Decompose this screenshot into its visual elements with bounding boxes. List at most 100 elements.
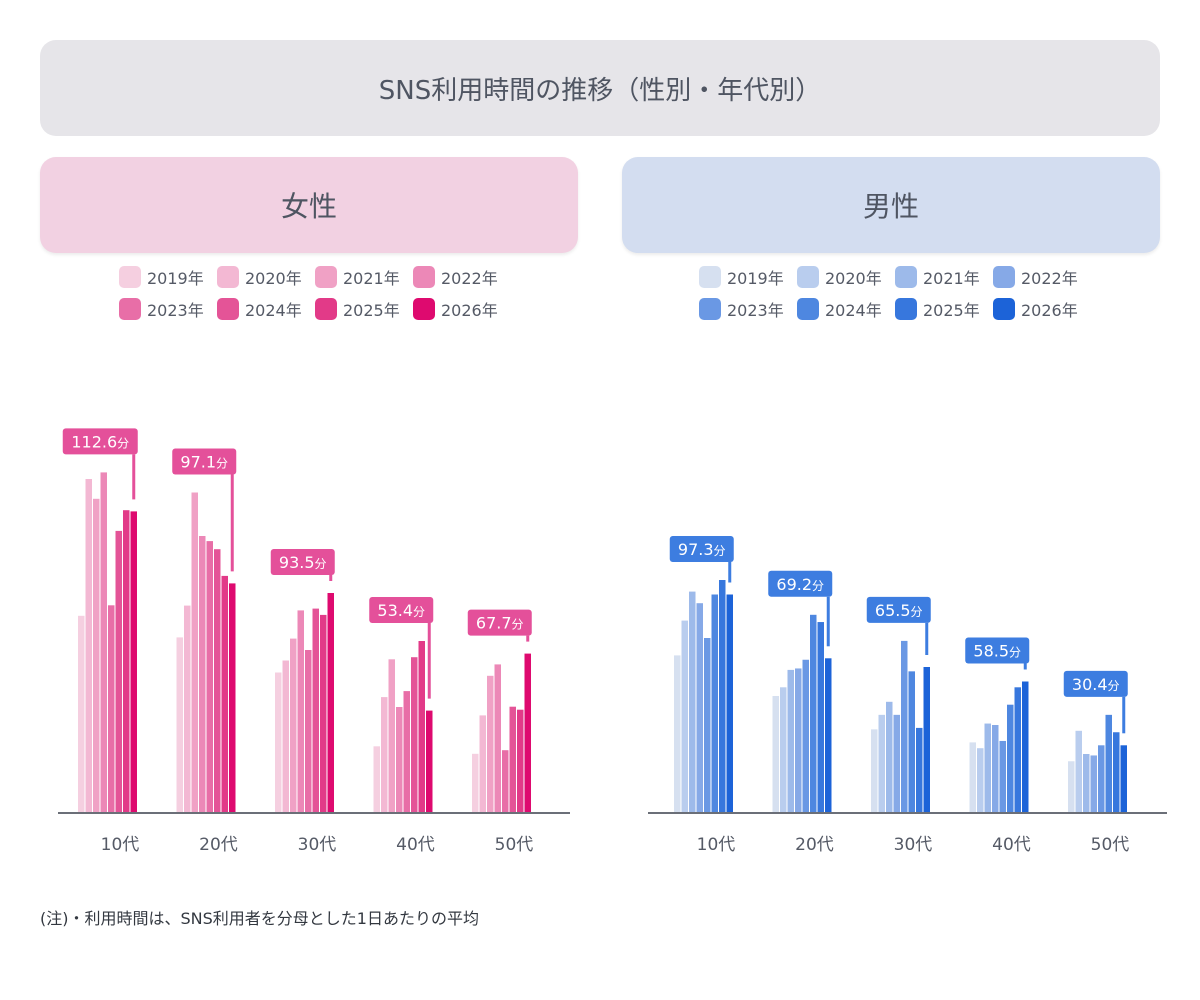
legend-label: 2025年: [923, 301, 980, 320]
bar: [916, 727, 923, 812]
bar: [810, 614, 817, 812]
legend-item: 2020年: [797, 266, 895, 288]
legend-item: 2021年: [895, 266, 993, 288]
bar: [517, 709, 524, 812]
bar: [908, 671, 915, 812]
bar: [199, 536, 206, 812]
callout-box: [866, 596, 931, 623]
legend-label: 2020年: [245, 269, 302, 288]
callout-label: 97.3分: [678, 540, 726, 559]
legend-swatch: [413, 298, 435, 320]
legend-swatch: [993, 298, 1015, 320]
bar: [1120, 745, 1127, 812]
bar: [327, 593, 334, 812]
legend-label: 2026年: [441, 301, 498, 320]
bar: [123, 510, 130, 812]
legend-label: 2021年: [343, 269, 400, 288]
legend-item: 2022年: [413, 266, 511, 288]
bar: [176, 637, 183, 812]
bar: [479, 715, 486, 812]
legend-label: 2024年: [245, 301, 302, 320]
bar: [787, 669, 794, 812]
bar: [494, 664, 501, 812]
bar: [681, 620, 688, 812]
legend-item: 2024年: [217, 298, 315, 320]
bar: [1075, 730, 1082, 812]
bar: [704, 638, 711, 812]
legend-swatch: [699, 266, 721, 288]
legend-male: 2019年 2020年 2021年 2022年 2023年 2024年 2025…: [699, 266, 1099, 320]
legend-swatch: [895, 298, 917, 320]
bar: [1014, 687, 1021, 812]
bar: [992, 725, 999, 812]
legend-swatch: [895, 266, 917, 288]
callout-label: 65.5分: [875, 601, 923, 620]
bar: [1090, 755, 1097, 812]
callout-box: [172, 448, 237, 475]
bar: [696, 603, 703, 812]
x-tick-label: 40代: [992, 835, 1031, 855]
legend-swatch: [217, 298, 239, 320]
legend-swatch: [993, 266, 1015, 288]
bar: [373, 746, 380, 812]
legend-swatch: [315, 266, 337, 288]
bar: [1007, 704, 1014, 812]
bar: [502, 750, 509, 812]
legend-item: 2023年: [699, 298, 797, 320]
bar: [999, 740, 1006, 812]
legend-label: 2024年: [825, 301, 882, 320]
bar: [674, 655, 681, 812]
legend-swatch: [315, 298, 337, 320]
bar: [977, 748, 984, 812]
legend-item: 2020年: [217, 266, 315, 288]
legend-label: 2019年: [727, 269, 784, 288]
bar: [214, 549, 221, 812]
legend-swatch: [217, 266, 239, 288]
legend-item: 2021年: [315, 266, 413, 288]
bar: [711, 594, 718, 812]
x-tick-label: 30代: [298, 835, 337, 855]
bar: [886, 701, 893, 812]
legend-label: 2023年: [727, 301, 784, 320]
x-tick-label: 40代: [396, 835, 435, 855]
legend-label: 2019年: [147, 269, 204, 288]
bar: [93, 498, 100, 812]
bar: [297, 610, 304, 812]
legend-label: 2020年: [825, 269, 882, 288]
legend-label: 2025年: [343, 301, 400, 320]
bar: [1098, 745, 1105, 812]
callout-label: 53.4分: [377, 601, 425, 620]
legend-item: 2019年: [119, 266, 217, 288]
x-tick-label: 50代: [1091, 835, 1130, 855]
callout-label: 97.1分: [180, 453, 228, 472]
bar: [1113, 732, 1120, 812]
legend-item: 2019年: [699, 266, 797, 288]
bar: [1022, 681, 1029, 812]
x-tick-label: 10代: [101, 835, 140, 855]
bar: [795, 668, 802, 812]
bar: [901, 640, 908, 812]
bar: [282, 660, 289, 812]
legend-female: 2019年 2020年 2021年 2022年 2023年 2024年 2025…: [119, 266, 519, 320]
callout-label: 112.6分: [71, 432, 129, 451]
bar: [381, 697, 388, 812]
callout-box: [768, 570, 833, 597]
legend-label: 2022年: [441, 269, 498, 288]
bar: [305, 650, 312, 812]
callout-label: 67.7分: [476, 614, 524, 633]
bar: [403, 691, 410, 812]
bar: [388, 659, 395, 812]
bar: [825, 658, 832, 812]
bar: [969, 742, 976, 812]
callout-label: 93.5分: [279, 553, 327, 572]
callout-box: [965, 637, 1030, 664]
footnote: (注)・利用時間は、SNS利用者を分母とした1日あたりの平均: [40, 909, 479, 928]
panel-title-male: 男性: [622, 157, 1160, 253]
legend-swatch: [797, 266, 819, 288]
bar: [290, 638, 297, 812]
panel-title-female: 女性: [40, 157, 578, 253]
callout-box: [467, 609, 532, 636]
bar: [817, 622, 824, 812]
callout-label: 58.5分: [973, 642, 1021, 661]
